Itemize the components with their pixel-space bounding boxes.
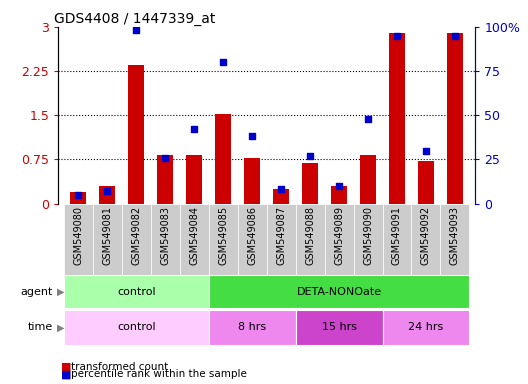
Point	[190, 126, 199, 132]
Text: control: control	[117, 287, 156, 297]
Bar	[447, 33, 463, 204]
Text: GSM549085: GSM549085	[218, 206, 228, 265]
Bar	[296, 204, 325, 275]
Text: GSM549091: GSM549091	[392, 206, 402, 265]
Text: DETA-NONOate: DETA-NONOate	[297, 287, 382, 297]
Text: GSM549089: GSM549089	[334, 206, 344, 265]
Point	[422, 147, 430, 154]
Text: control: control	[117, 322, 156, 333]
Text: GSM549086: GSM549086	[247, 206, 257, 265]
Point	[219, 59, 228, 65]
Text: 24 hrs: 24 hrs	[408, 322, 444, 333]
Point	[74, 192, 82, 198]
Point	[393, 33, 401, 39]
Bar	[215, 114, 231, 204]
Bar	[128, 65, 144, 204]
Text: GSM549084: GSM549084	[189, 206, 199, 265]
Text: ■: ■	[61, 362, 71, 372]
Bar	[360, 155, 376, 204]
Bar	[382, 310, 469, 345]
Bar	[186, 155, 202, 204]
Bar	[411, 204, 440, 275]
Point	[306, 153, 314, 159]
Bar	[354, 204, 382, 275]
Text: ■: ■	[61, 369, 71, 379]
Bar	[418, 161, 434, 204]
Bar	[238, 204, 267, 275]
Point	[248, 133, 257, 139]
Text: GSM549093: GSM549093	[450, 206, 460, 265]
Bar	[180, 204, 209, 275]
Bar	[267, 204, 296, 275]
Bar	[93, 204, 122, 275]
Text: GDS4408 / 1447339_at: GDS4408 / 1447339_at	[54, 12, 215, 26]
Bar	[209, 275, 469, 308]
Bar	[296, 310, 382, 345]
Text: agent: agent	[21, 287, 53, 297]
Bar	[70, 192, 86, 204]
Point	[335, 183, 343, 189]
Text: GSM549081: GSM549081	[102, 206, 112, 265]
Text: GSM549090: GSM549090	[363, 206, 373, 265]
Bar	[122, 204, 151, 275]
Bar	[302, 164, 318, 204]
Text: GSM549083: GSM549083	[161, 206, 170, 265]
Bar	[64, 310, 209, 345]
Bar	[273, 189, 289, 204]
Bar	[157, 155, 173, 204]
Bar	[331, 186, 347, 204]
Text: percentile rank within the sample: percentile rank within the sample	[71, 369, 247, 379]
Text: ▶: ▶	[57, 322, 64, 333]
Bar	[389, 33, 405, 204]
Text: transformed count: transformed count	[71, 362, 168, 372]
Point	[364, 116, 372, 122]
Bar	[440, 204, 469, 275]
Bar	[209, 204, 238, 275]
Bar	[64, 275, 209, 308]
Point	[103, 188, 111, 194]
Text: GSM549082: GSM549082	[131, 206, 142, 265]
Point	[277, 186, 285, 192]
Bar	[99, 186, 115, 204]
Point	[161, 154, 169, 161]
Text: 15 hrs: 15 hrs	[322, 322, 356, 333]
Bar	[64, 204, 93, 275]
Bar	[209, 310, 296, 345]
Text: ▶: ▶	[57, 287, 64, 297]
Bar	[382, 204, 411, 275]
Point	[451, 33, 459, 39]
Text: GSM549080: GSM549080	[73, 206, 83, 265]
Bar	[151, 204, 180, 275]
Bar	[244, 157, 260, 204]
Text: time: time	[27, 322, 53, 333]
Text: GSM549092: GSM549092	[421, 206, 431, 265]
Text: GSM549087: GSM549087	[276, 206, 286, 265]
Text: 8 hrs: 8 hrs	[238, 322, 266, 333]
Text: GSM549088: GSM549088	[305, 206, 315, 265]
Point	[132, 27, 140, 33]
Bar	[325, 204, 354, 275]
